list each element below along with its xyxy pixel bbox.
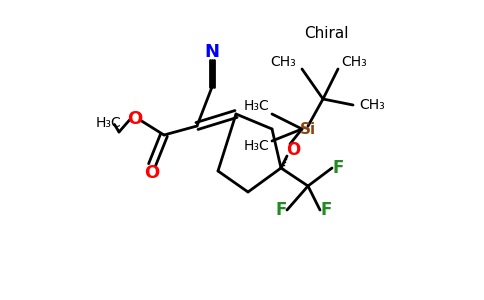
Text: N: N bbox=[205, 44, 220, 62]
Text: Chiral: Chiral bbox=[304, 26, 348, 40]
Text: O: O bbox=[144, 164, 160, 181]
Text: Si: Si bbox=[300, 122, 316, 136]
Text: H₃C: H₃C bbox=[243, 100, 269, 113]
Text: F: F bbox=[333, 159, 344, 177]
Text: CH₃: CH₃ bbox=[359, 98, 385, 112]
Text: CH₃: CH₃ bbox=[270, 55, 296, 68]
Text: CH₃: CH₃ bbox=[341, 55, 367, 68]
Text: F: F bbox=[320, 201, 332, 219]
Text: O: O bbox=[286, 141, 300, 159]
Text: F: F bbox=[275, 201, 287, 219]
Text: H₃C: H₃C bbox=[96, 116, 121, 130]
Text: H₃C: H₃C bbox=[243, 139, 269, 152]
Text: O: O bbox=[127, 110, 142, 128]
